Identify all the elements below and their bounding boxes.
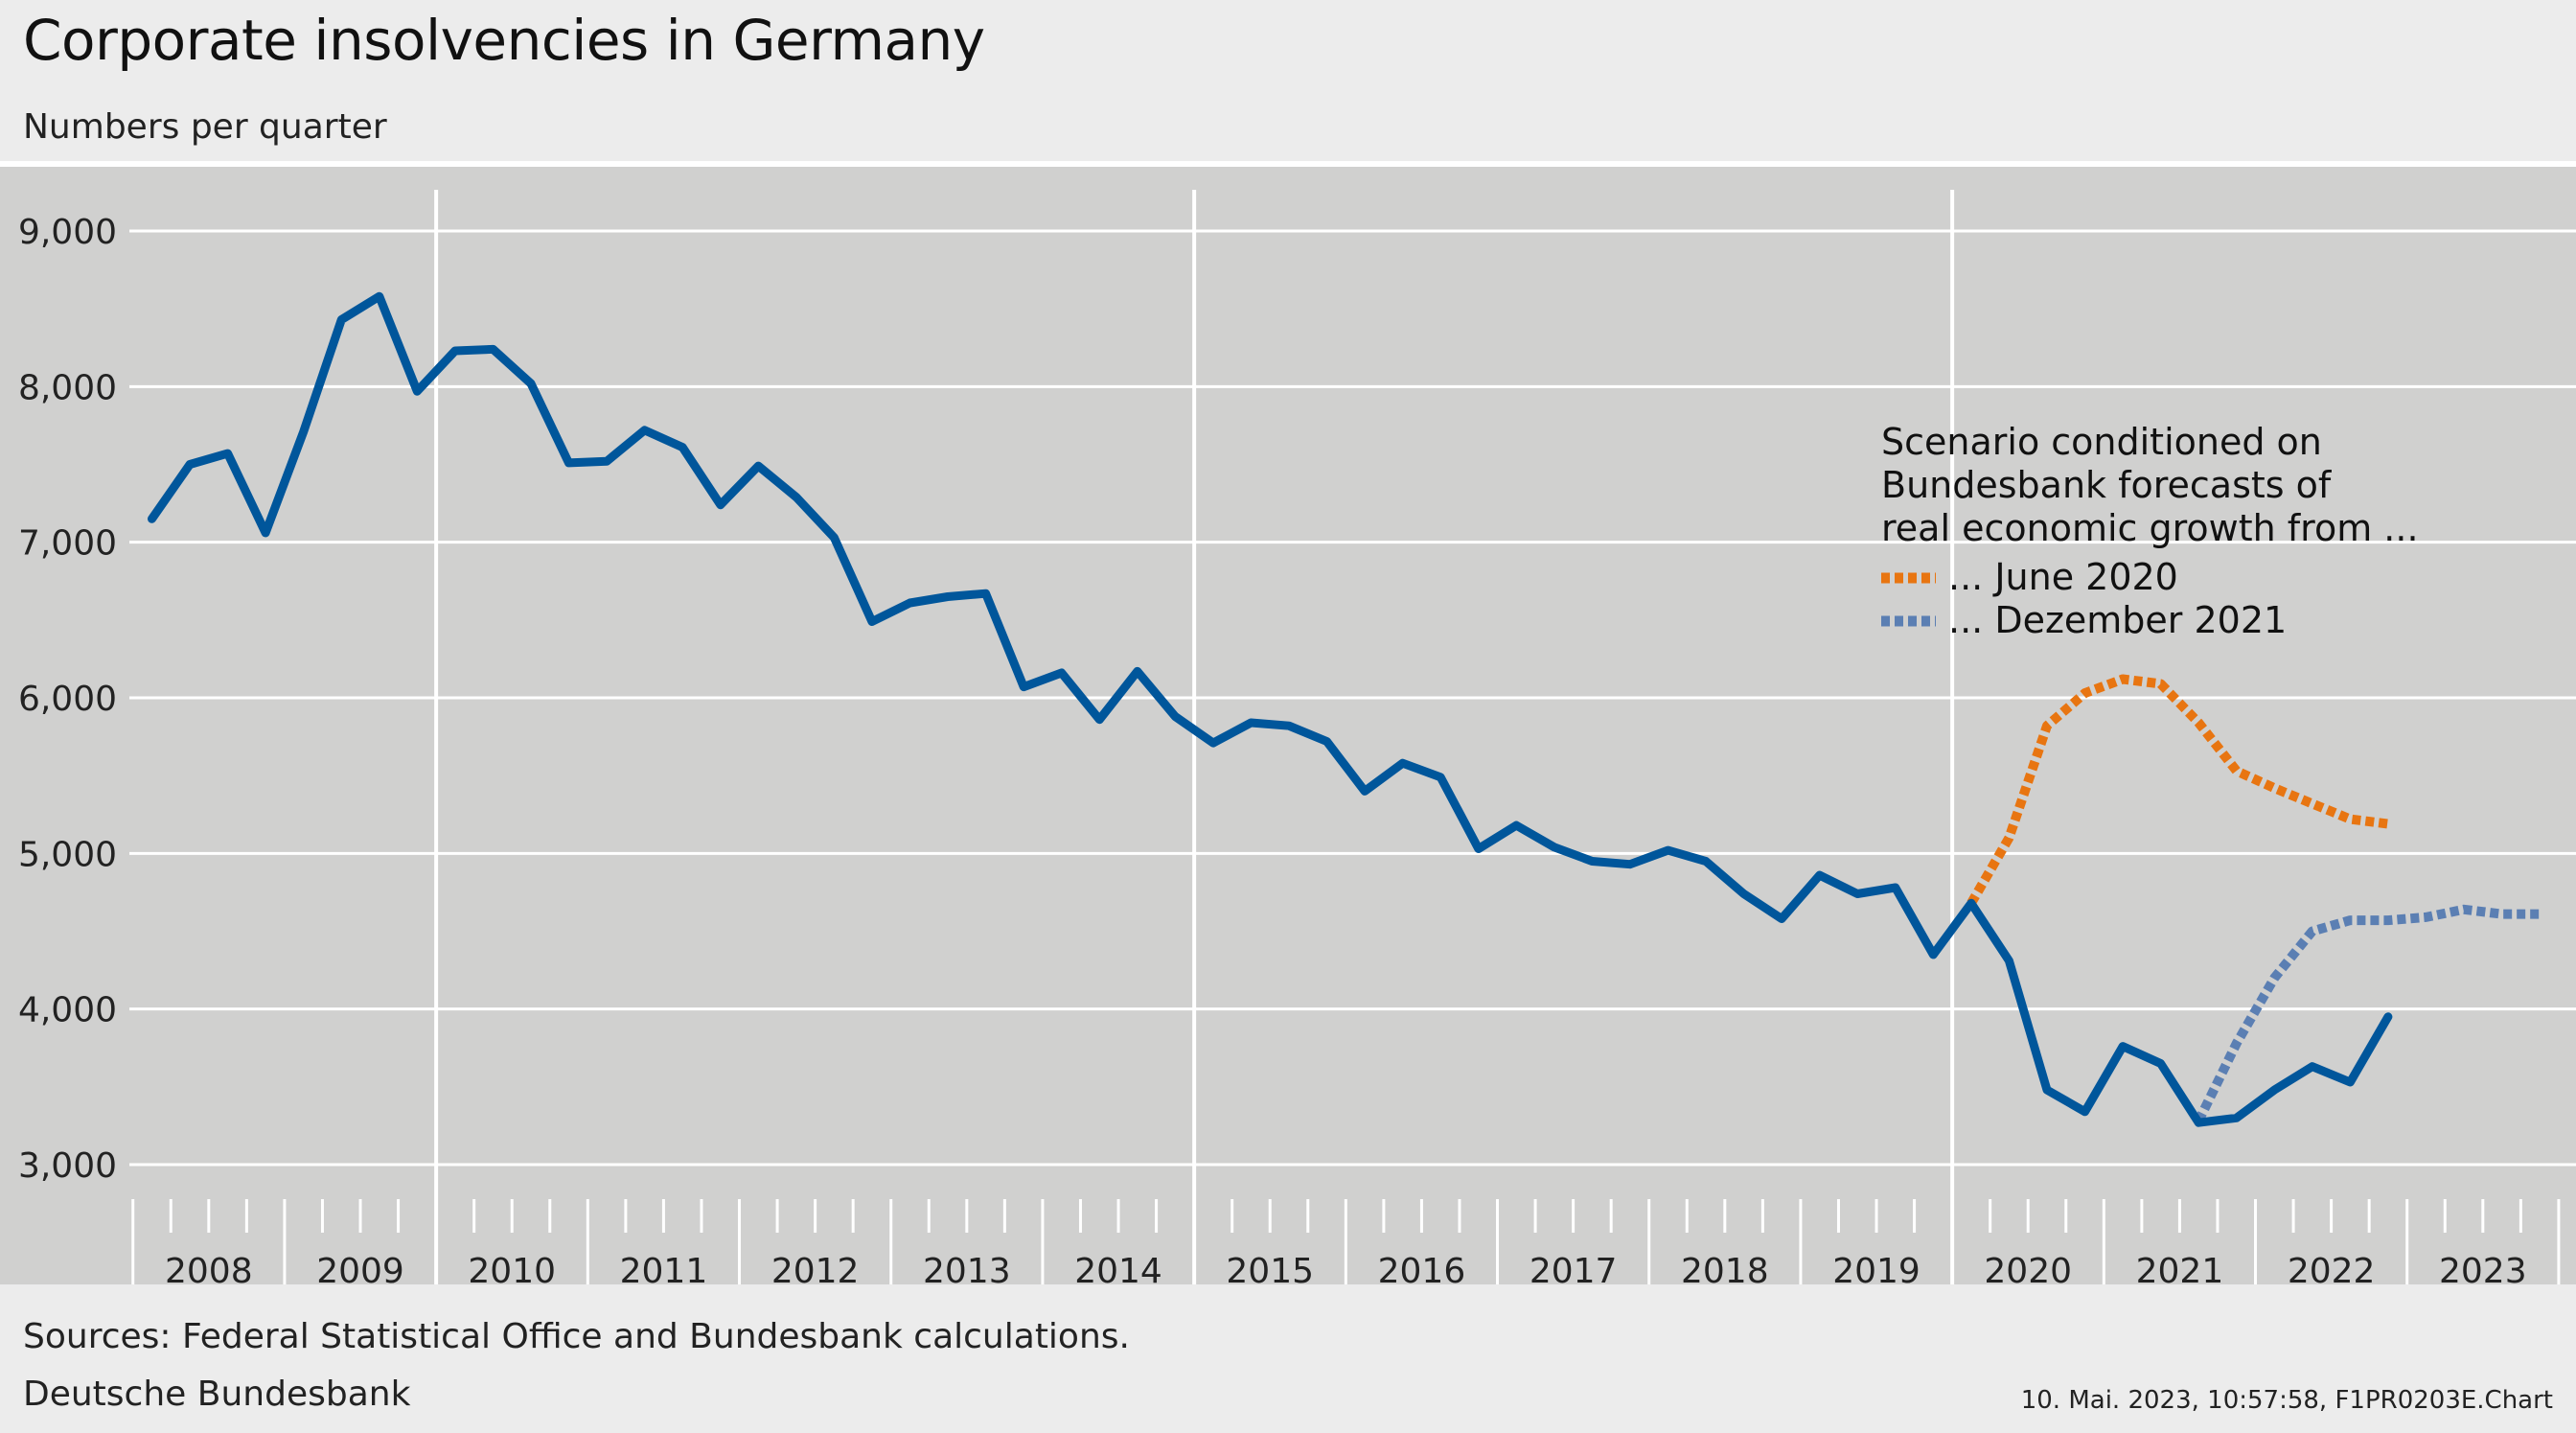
- series-line-june-2020: [1966, 674, 2389, 906]
- x-axis-ticks: [131, 1199, 2561, 1284]
- x-tick-label: 2020: [1984, 1252, 2072, 1284]
- x-tick-label: 2014: [1074, 1252, 1162, 1284]
- chart-subtitle: Numbers per quarter: [23, 107, 387, 147]
- x-tick-label: 2018: [1681, 1252, 1769, 1284]
- publisher-name: Deutsche Bundesbank: [23, 1375, 411, 1414]
- legend-entry-label: ... June 2020: [1948, 556, 2178, 598]
- y-tick-label: 7,000: [18, 524, 117, 564]
- x-tick-label: 2013: [923, 1252, 1011, 1284]
- chart-title: Corporate insolvencies in Germany: [23, 8, 985, 73]
- y-tick-label: 6,000: [18, 680, 117, 719]
- series-lines: [148, 291, 2541, 1127]
- timestamp-note: 10. Mai. 2023, 10:57:58, F1PR0203E.Chart: [2020, 1386, 2553, 1415]
- x-tick-label: 2010: [468, 1252, 556, 1284]
- x-tick-label: 2009: [316, 1252, 404, 1284]
- x-tick-label: 2016: [1378, 1252, 1466, 1284]
- y-tick-label: 4,000: [18, 991, 117, 1030]
- x-axis-year-labels: 2008 2009 2010 2011 2012 2013 2014 2015 2016 2017…: [165, 1252, 2527, 1284]
- y-tick-label: 8,000: [18, 368, 117, 407]
- x-tick-label: 2011: [620, 1252, 708, 1284]
- series-line-dezember-2021: [2194, 904, 2541, 1123]
- x-tick-label: 2023: [2439, 1252, 2527, 1284]
- series-line-actual: [148, 291, 2393, 1127]
- y-tick-label: 3,000: [18, 1146, 117, 1186]
- legend-entry-label: ... Dezember 2021: [1948, 599, 2287, 641]
- x-tick-label: 2017: [1530, 1252, 1618, 1284]
- y-axis-tick-labels: 3,000 4,000 5,000 6,000 7,000 8,000 9,000: [18, 213, 117, 1186]
- y-tick-label: 9,000: [18, 213, 117, 252]
- legend-heading-line: real economic growth from ...: [1881, 507, 2419, 549]
- x-tick-label: 2021: [2136, 1252, 2224, 1284]
- x-tick-label: 2015: [1226, 1252, 1314, 1284]
- x-tick-label: 2019: [1832, 1252, 1920, 1284]
- line-chart: 3,000 4,000 5,000 6,000 7,000 8,000 9,000 2008…: [0, 161, 2576, 1284]
- x-tick-label: 2008: [165, 1252, 253, 1284]
- legend-heading-line: Scenario conditioned on: [1881, 421, 2322, 463]
- horizontal-gridlines: [129, 229, 2576, 1167]
- source-note: Sources: Federal Statistical Office and …: [23, 1317, 1130, 1356]
- y-tick-label: 5,000: [18, 835, 117, 874]
- plot-top-band: [0, 161, 2576, 167]
- x-tick-label: 2012: [771, 1252, 860, 1284]
- x-tick-label: 2022: [2288, 1252, 2376, 1284]
- legend-heading-line: Bundesbank forecasts of: [1881, 464, 2333, 506]
